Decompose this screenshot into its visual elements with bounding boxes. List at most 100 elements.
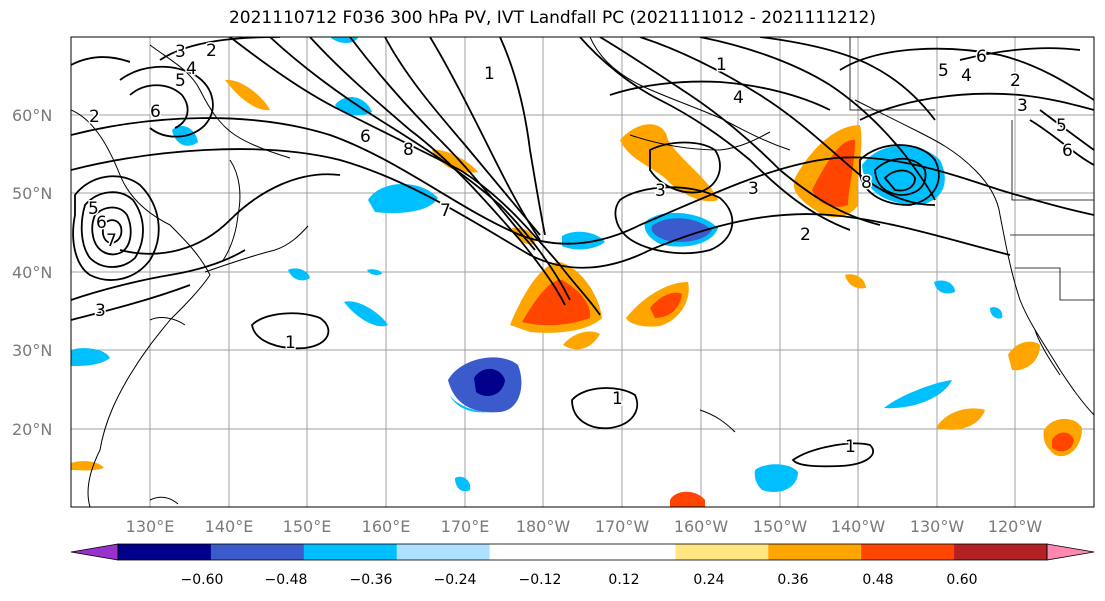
contour-label: 3: [175, 42, 186, 62]
contour-label: 6: [976, 47, 987, 67]
contour-label: 8: [403, 140, 414, 160]
negative-anomaly-patch: [455, 476, 471, 492]
contour-label: 2: [206, 41, 217, 61]
contour-label: 4: [186, 59, 197, 79]
positive-anomaly-patch: [670, 491, 705, 507]
positive-anomaly-patch: [432, 149, 478, 173]
positive-anomaly-patch: [563, 331, 600, 350]
contour-label: 5: [175, 71, 186, 91]
colorbar-tick: 0.60: [946, 572, 977, 588]
contour-label: 7: [106, 231, 117, 251]
pv-anomaly-fill: [71, 37, 1082, 507]
contour-label: 1: [612, 389, 623, 409]
coastlines: [71, 37, 1094, 507]
colorbar: −0.60 −0.48 −0.36 −0.24 −0.12 0.12 0.24 …: [70, 543, 1095, 588]
negative-anomaly-core: [651, 218, 712, 242]
colorbar-tick: −0.48: [265, 572, 308, 588]
colorbar-outline: [1046, 543, 1095, 561]
negative-anomaly-patch: [71, 348, 110, 366]
contour-label: 5: [1056, 116, 1067, 136]
lat-label: 20°N: [12, 420, 52, 439]
contour-label: 6: [150, 102, 161, 122]
colorbar-tick: 0.48: [862, 572, 893, 588]
colorbar-segment: [861, 544, 955, 560]
positive-anomaly-core: [650, 292, 682, 318]
positive-anomaly-patch: [845, 274, 866, 289]
lon-label: 170°E: [441, 517, 490, 536]
contour-label: 3: [1017, 96, 1028, 116]
map-title: 2021110712 F036 300 hPa PV, IVT Landfall…: [228, 8, 876, 28]
contour-labels: 1 1 1 1 1 2 2 2 2 3 3 3 3 3 4 4 4 5 5 5 …: [87, 40, 1075, 459]
positive-anomaly-core: [522, 279, 591, 326]
negative-anomaly-patch: [990, 307, 1003, 319]
colorbar-segments: [71, 544, 1094, 560]
contour-label: 6: [1062, 141, 1073, 161]
gridlines: [71, 37, 1094, 507]
contour-label: 7: [440, 201, 451, 221]
contour-label: 6: [96, 213, 107, 233]
colorbar-segment: [396, 544, 491, 560]
longitude-labels: 130°E 140°E 150°E 160°E 170°E 180°W 170°…: [126, 517, 1043, 536]
colorbar-segment: [675, 544, 769, 560]
positive-anomaly-patch: [225, 79, 270, 111]
contour-label: 5: [938, 61, 949, 81]
colorbar-tick: −0.12: [519, 572, 562, 588]
negative-anomaly-patch: [884, 380, 952, 409]
contour-label: 2: [1010, 71, 1021, 91]
map-frame: [70, 36, 1095, 508]
colorbar-tick: 0.24: [693, 572, 724, 588]
lat-label: 50°N: [12, 184, 52, 203]
contour-label: 3: [95, 301, 106, 321]
colorbar-tick: −0.36: [350, 572, 393, 588]
lon-label: 130°W: [910, 517, 965, 536]
contour-label: 1: [716, 55, 727, 75]
colorbar-extend-right: [1047, 544, 1094, 560]
contour-label: 4: [733, 88, 744, 108]
contour-label: 5: [88, 199, 99, 219]
colorbar-extend-left: [71, 544, 118, 560]
contour-label: 1: [285, 333, 296, 353]
colorbar-segment: [954, 544, 1048, 560]
negative-anomaly-patch: [562, 231, 605, 250]
contour-label: 2: [800, 225, 811, 245]
contour-label: 6: [360, 127, 371, 147]
lon-label: 140°E: [205, 517, 254, 536]
contour-label: 1: [484, 64, 495, 84]
lon-label: 180°W: [516, 517, 571, 536]
negative-anomaly-patch: [335, 96, 372, 116]
contour-label: 3: [748, 179, 759, 199]
colorbar-segment: [210, 544, 305, 560]
negative-anomaly-core: [474, 368, 505, 396]
contour-label: 3: [655, 181, 666, 201]
latitude-labels: 60°N 50°N 40°N 30°N 20°N: [12, 106, 52, 439]
positive-anomaly-core: [812, 139, 855, 207]
positive-anomaly-patch: [936, 408, 985, 430]
colorbar-tick: 0.36: [777, 572, 808, 588]
lon-label: 120°W: [988, 517, 1043, 536]
contour-label: 8: [861, 173, 872, 193]
colorbar-tick: −0.60: [181, 572, 224, 588]
positive-anomaly-patch: [1008, 341, 1040, 371]
boundaries: [849, 37, 1094, 301]
lon-label: 140°W: [831, 517, 886, 536]
positive-anomaly-patch: [620, 124, 718, 202]
colorbar-segment: [582, 544, 676, 560]
lon-label: 150°E: [283, 517, 332, 536]
negative-anomaly-patch: [368, 183, 438, 214]
negative-anomaly-patch: [448, 392, 490, 413]
lat-label: 60°N: [12, 106, 52, 125]
lat-label: 30°N: [12, 341, 52, 360]
colorbar-segment: [118, 544, 212, 560]
lon-label: 160°W: [674, 517, 729, 536]
colorbar-segment: [303, 544, 398, 560]
positive-anomaly-core: [1052, 432, 1074, 452]
contour-label: 1: [845, 437, 856, 457]
lon-label: 150°W: [753, 517, 808, 536]
negative-anomaly-patch: [344, 301, 388, 327]
negative-anomaly-patch: [367, 269, 382, 275]
lon-label: 160°E: [362, 517, 411, 536]
contour-label: 4: [961, 66, 972, 86]
colorbar-segment: [768, 544, 862, 560]
lon-label: 130°E: [126, 517, 175, 536]
